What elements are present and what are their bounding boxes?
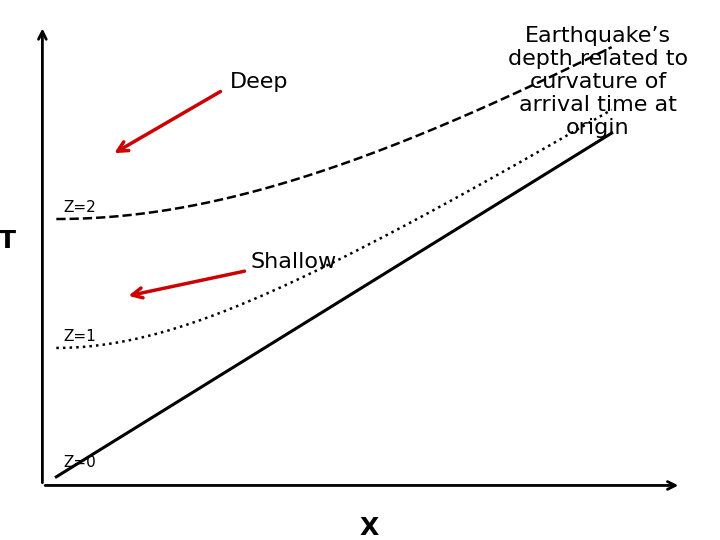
Text: Deep: Deep [230,71,288,91]
Text: Shallow: Shallow [251,252,337,272]
Text: Earthquake’s
depth related to
curvature of
arrival time at
origin: Earthquake’s depth related to curvature … [508,26,688,138]
Text: Z=1: Z=1 [63,329,96,343]
Text: X: X [359,516,378,539]
Text: Z=0: Z=0 [63,455,96,470]
Text: Z=2: Z=2 [63,200,96,215]
Text: T: T [0,228,16,253]
